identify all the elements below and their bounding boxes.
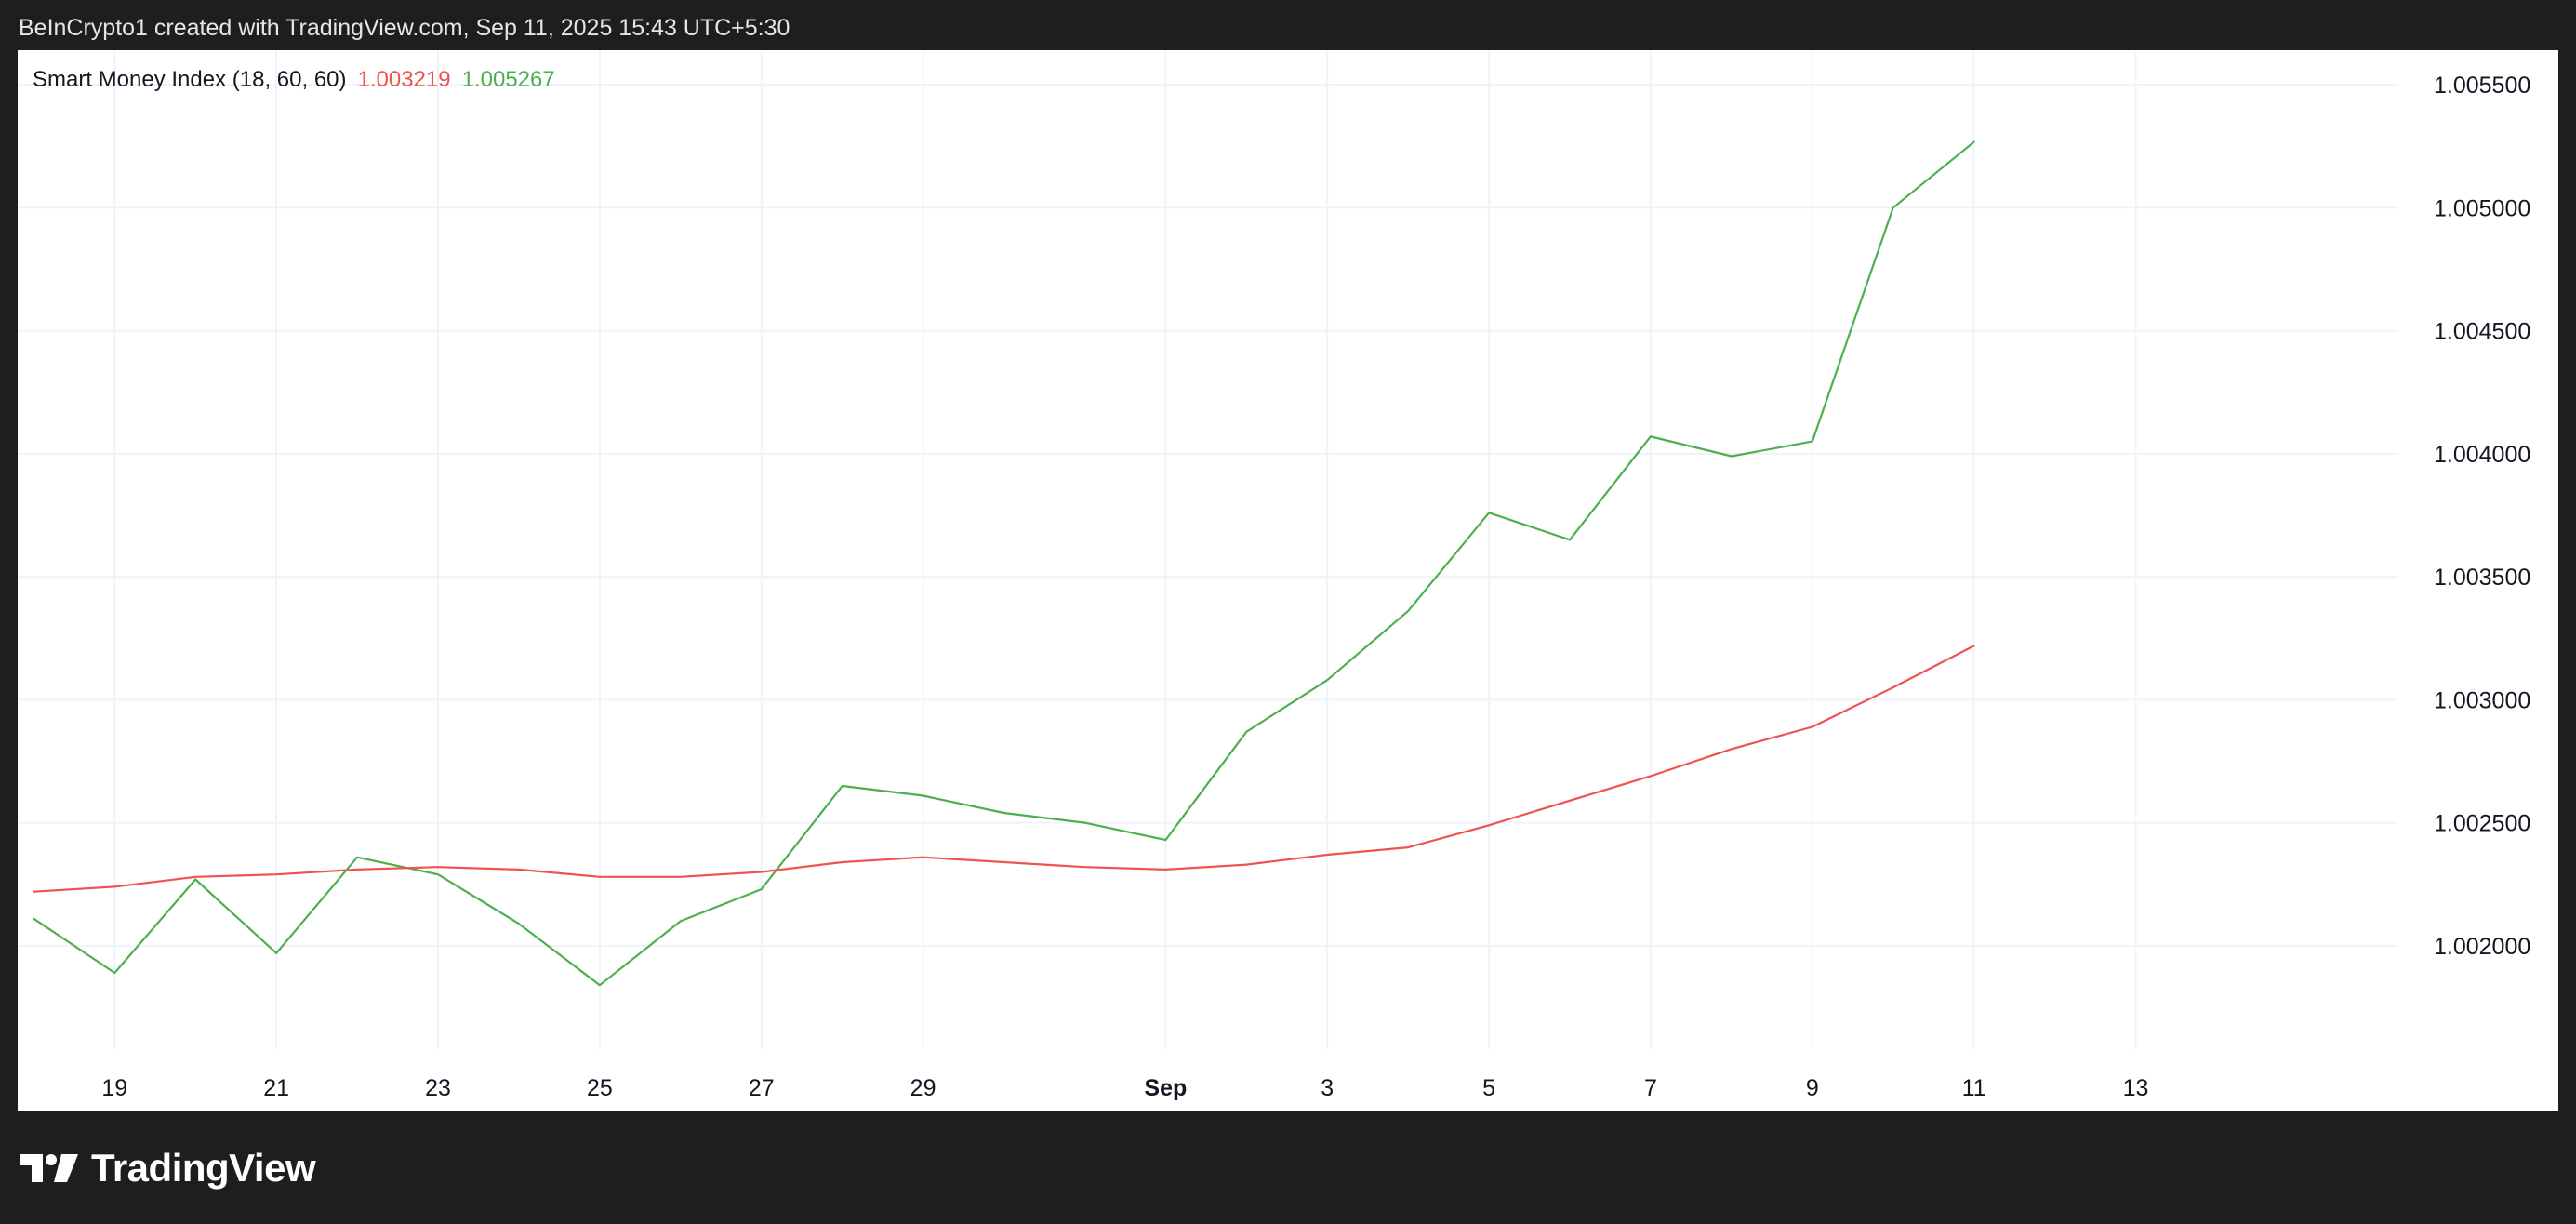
x-tick-label: 21 bbox=[263, 1075, 289, 1101]
y-tick-label: 1.002000 bbox=[2434, 934, 2530, 960]
x-tick-label: Sep bbox=[1144, 1075, 1187, 1101]
brand-name: TradingView bbox=[91, 1146, 316, 1190]
series-line-red bbox=[33, 645, 1975, 893]
indicator-legend[interactable]: Smart Money Index (18, 60, 60) 1.003219 1.… bbox=[33, 65, 566, 95]
x-axis: 19 21 23 25 27 29 Sep 3 5 7 9 11 13 bbox=[101, 1075, 2148, 1101]
y-tick-label: 1.003000 bbox=[2434, 687, 2530, 713]
y-tick-label: 1.002500 bbox=[2434, 811, 2530, 837]
grid-lines bbox=[18, 50, 2398, 1049]
tradingview-brand[interactable]: TradingView bbox=[20, 1146, 316, 1190]
x-tick-label: 19 bbox=[101, 1075, 127, 1101]
x-tick-label: 29 bbox=[910, 1075, 936, 1101]
y-axis: 1.002000 1.002500 1.003000 1.003500 1.004000… bbox=[2434, 73, 2530, 960]
tradingview-logo-icon bbox=[20, 1154, 78, 1182]
y-tick-label: 1.004000 bbox=[2434, 442, 2530, 468]
x-tick-label: 25 bbox=[587, 1075, 613, 1101]
x-tick-label: 13 bbox=[2123, 1075, 2149, 1101]
y-tick-label: 1.005500 bbox=[2434, 73, 2530, 99]
legend-value-red: 1.003219 bbox=[357, 67, 451, 92]
x-tick-label: 23 bbox=[425, 1075, 451, 1101]
y-tick-label: 1.004500 bbox=[2434, 319, 2530, 345]
series-line-green bbox=[33, 140, 1975, 987]
x-tick-label: 3 bbox=[1321, 1075, 1334, 1101]
indicator-title: Smart Money Index (18, 60, 60) bbox=[33, 67, 347, 92]
x-tick-label: 11 bbox=[1962, 1075, 1986, 1101]
top-bar: BeInCrypto1 created with TradingView.com… bbox=[0, 0, 2576, 50]
series-lines bbox=[33, 140, 1975, 987]
chart-canvas[interactable]: 1.002000 1.002500 1.003000 1.003500 1.004000… bbox=[18, 50, 2558, 1111]
chart-caption: BeInCrypto1 created with TradingView.com… bbox=[19, 15, 790, 41]
y-tick-label: 1.005000 bbox=[2434, 195, 2530, 221]
footer: TradingView bbox=[0, 1111, 2576, 1224]
x-tick-label: 5 bbox=[1482, 1075, 1495, 1101]
x-tick-label: 27 bbox=[749, 1075, 775, 1101]
legend-value-green: 1.005267 bbox=[461, 67, 555, 92]
y-tick-label: 1.003500 bbox=[2434, 565, 2530, 591]
chart-panel[interactable]: 1.002000 1.002500 1.003000 1.003500 1.004000… bbox=[18, 50, 2558, 1111]
x-tick-label: 7 bbox=[1644, 1075, 1657, 1101]
x-tick-label: 9 bbox=[1806, 1075, 1819, 1101]
